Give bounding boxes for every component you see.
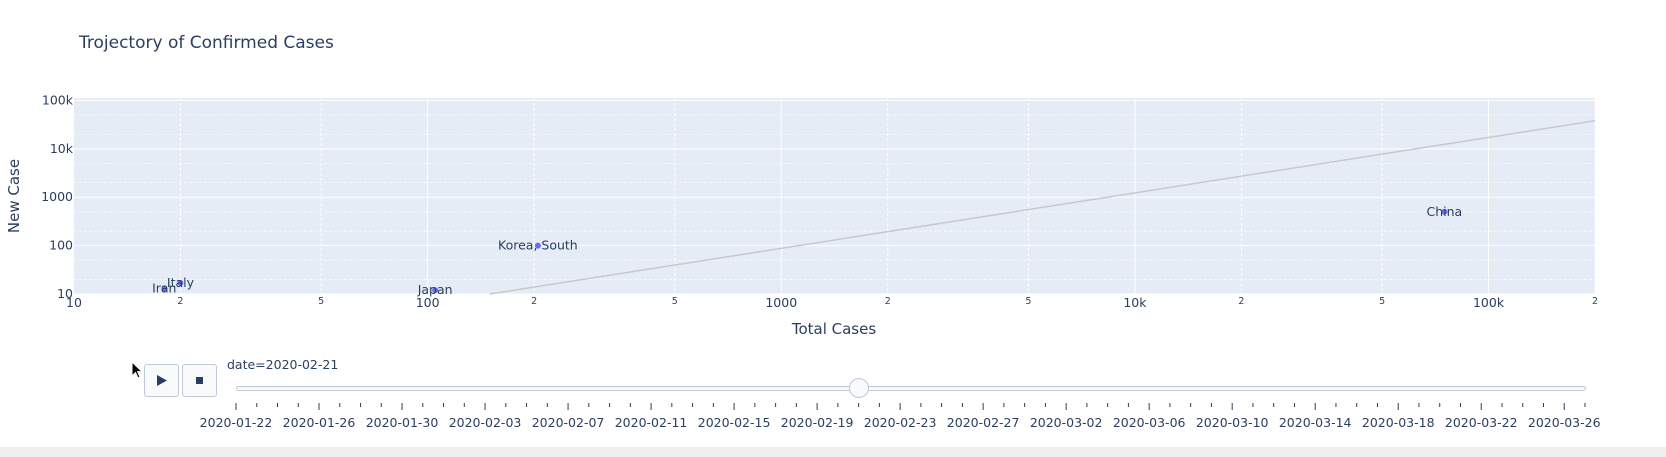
slider-date-label: 2020-01-22 [200,415,273,430]
point-label: Iran [152,280,176,295]
slider-date-label: 2020-02-11 [615,415,688,430]
slider-current-value: date=2020-02-21 [227,357,339,372]
x-tick-label: 10 [66,295,82,310]
slider-date-label: 2020-01-30 [366,415,439,430]
x-axis: 10 100 1000 10k 100k 2 5 2 5 2 5 2 5 2 [66,295,1598,310]
y-axis: 10 100 1000 10k 100k [41,92,74,301]
slider-date-label: 2020-01-26 [283,415,356,430]
y-tick-label: 10k [50,141,74,156]
x-minor-tick-label: 5 [1025,296,1031,307]
mouse-cursor-icon [131,361,144,379]
data-point [177,279,184,286]
x-minor-tick-label: 5 [672,296,678,307]
slider-date-label: 2020-02-15 [698,415,771,430]
data-point [432,287,439,294]
stop-button[interactable] [182,364,217,397]
point-label: Italy [167,275,195,290]
slider-date-label: 2020-02-27 [947,415,1020,430]
x-minor-tick-label: 5 [318,296,324,307]
y-axis-title: New Case [5,159,23,233]
slider-ticks: 2020-01-22 2020-01-26 2020-01-30 2020-02-03… [200,403,1601,430]
y-tick-label: 100k [42,92,74,107]
y-tick-label: 10 [57,286,73,301]
x-tick-label: 1000 [765,295,797,310]
slider-date-label: 2020-03-26 [1528,415,1601,430]
slider-date-label: 2020-02-23 [864,415,937,430]
x-minor-tick-label: 2 [1238,296,1244,307]
x-tick-label: 100k [1473,295,1505,310]
x-minor-tick-label: 2 [177,296,183,307]
chart-title: Trojectory of Confirmed Cases [78,33,334,53]
slider-date-label: 2020-02-19 [781,415,854,430]
x-minor-tick-label: 2 [1592,296,1598,307]
point-label: China [1427,204,1463,219]
slider-date-label: 2020-03-02 [1030,415,1103,430]
grid [74,98,1596,295]
point-label: Japan [417,282,453,297]
x-minor-tick-label: 2 [531,296,537,307]
point-label: Korea, South [498,238,578,253]
play-icon [156,375,167,386]
x-tick-label: 100 [416,295,440,310]
slider-date-label: 2020-03-06 [1113,415,1186,430]
slider-date-label: 2020-03-14 [1279,415,1352,430]
slider-date-label: 2020-03-18 [1362,415,1435,430]
slider-date-label: 2020-03-10 [1196,415,1269,430]
slider-track[interactable] [236,386,1586,391]
slider-date-label: 2020-02-03 [449,415,522,430]
data-point [1441,208,1448,215]
stop-icon [196,377,203,384]
x-minor-tick-label: 2 [885,296,891,307]
reference-line-path [489,120,1596,295]
slider-date-label: 2020-03-22 [1445,415,1518,430]
y-tick-label: 100 [49,238,73,253]
x-minor-tick-label: 5 [1379,296,1385,307]
y-tick-label: 1000 [41,189,73,204]
data-point [161,285,168,292]
slider-date-label: 2020-02-07 [532,415,605,430]
slider-handle[interactable] [848,378,869,398]
data-point [534,242,541,249]
x-tick-label: 10k [1123,295,1147,310]
window-bottom-bar [0,447,1666,457]
x-axis-title: Total Cases [791,320,877,338]
reference-line [489,120,1596,295]
plot-area [74,98,1595,294]
play-button[interactable] [144,364,179,397]
